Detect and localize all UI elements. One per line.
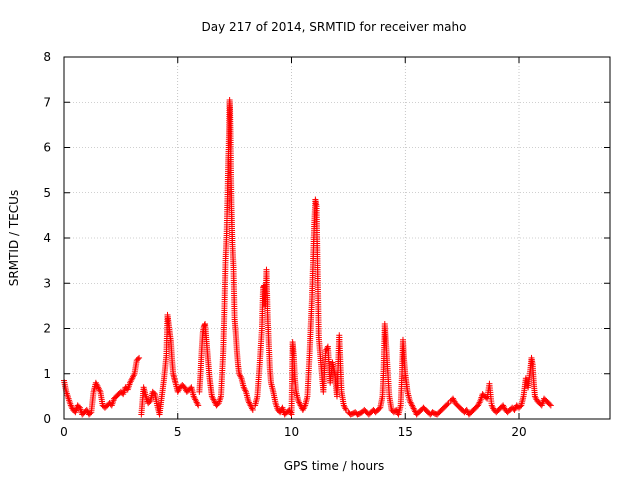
y-tick-label: 3 [43,276,51,290]
data-point [547,402,554,409]
y-tick-label: 8 [43,50,51,64]
x-axis-title: GPS time / hours [284,459,385,473]
data-point [195,402,202,409]
data-point [489,403,496,410]
data-point [532,394,539,401]
y-tick-label: 6 [43,141,51,155]
x-tick-label: 10 [284,425,299,439]
data-point [324,345,331,352]
y-tick-label: 1 [43,367,51,381]
data-point [87,410,94,417]
data-point [483,394,490,401]
data-point [249,406,256,413]
y-tick-label: 5 [43,186,51,200]
data-point [546,401,553,408]
x-tick-label: 0 [60,425,68,439]
x-tick-label: 5 [174,425,182,439]
data-point [341,403,348,410]
y-tick-label: 2 [43,322,51,336]
y-axis-title: SRMTID / TECUs [7,190,21,286]
data-point [201,322,208,329]
chart-title: Day 217 of 2014, SRMTID for receiver mah… [202,20,467,34]
y-tick-label: 0 [43,412,51,426]
data-points [61,96,554,418]
data-point [136,354,143,361]
x-tick-label: 20 [511,425,526,439]
x-tick-label: 15 [398,425,413,439]
plot-frame [63,56,611,420]
y-tick-label: 4 [43,231,51,245]
data-point [376,405,383,412]
grid [64,57,610,419]
data-point [444,401,451,408]
y-tick-label: 7 [43,95,51,109]
data-point [134,356,141,363]
data-point [150,389,157,396]
